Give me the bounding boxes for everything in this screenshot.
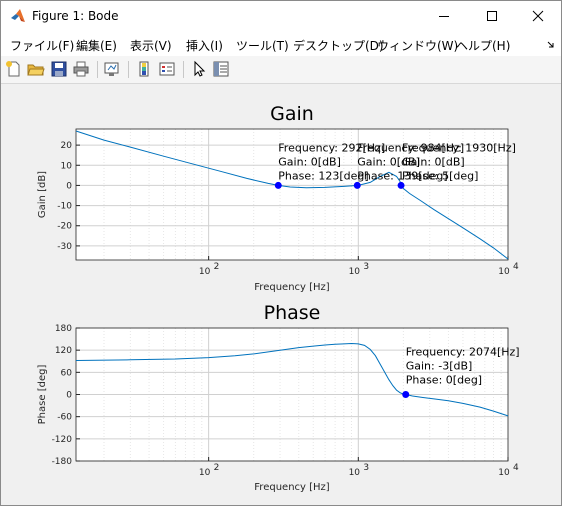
- datatip-marker: [402, 391, 410, 398]
- datatip-text: Frequency: 1930[Hz]: [402, 141, 516, 154]
- datatip-text: Phase: 0[deg]: [406, 374, 482, 387]
- minimize-icon: [439, 16, 449, 17]
- y-tick-label: 0: [66, 181, 72, 191]
- toolbar-separator: [128, 61, 129, 78]
- x-tick-label: 10: [498, 468, 510, 478]
- close-icon: [532, 10, 544, 22]
- datatip-text: Gain: 0[dB]: [278, 155, 341, 168]
- save-icon[interactable]: [50, 60, 68, 78]
- y-tick-label: -180: [52, 457, 73, 467]
- close-button[interactable]: [515, 1, 561, 32]
- x-tick-exponent: 2: [214, 262, 220, 272]
- menu-help[interactable]: ヘルプ(H): [456, 39, 511, 53]
- axes-title: Phase: [264, 302, 321, 324]
- minimize-button[interactable]: [421, 1, 467, 32]
- datatip-marker: [274, 181, 282, 189]
- x-tick-label: 10: [349, 468, 361, 478]
- datatip-text: Gain: 0[dB]: [357, 155, 420, 168]
- y-tick-label: -60: [57, 413, 72, 423]
- datatip-marker: [353, 181, 361, 189]
- menu-view[interactable]: 表示(V): [130, 39, 172, 53]
- x-tick-label: 10: [199, 267, 211, 277]
- insert-legend-icon[interactable]: [158, 60, 176, 78]
- y-tick-label: 10: [61, 161, 73, 171]
- x-tick-exponent: 3: [363, 262, 369, 272]
- datatip-text: Phase: 123[deg]: [278, 169, 368, 182]
- toolbar-separator: [97, 61, 98, 78]
- menu-desktop[interactable]: デスクトップ(D): [293, 39, 384, 53]
- x-tick-exponent: 4: [513, 463, 519, 473]
- menu-window[interactable]: ウィンドウ(W): [377, 39, 459, 53]
- maximize-button[interactable]: [469, 1, 515, 32]
- dock-arrow-icon[interactable]: [547, 41, 555, 49]
- menu-file[interactable]: ファイル(F): [10, 39, 75, 53]
- toolbar: [1, 56, 561, 84]
- open-file-icon[interactable]: [27, 60, 45, 78]
- y-tick-label: 0: [66, 391, 72, 401]
- y-axis-label: Gain [dB]: [37, 171, 48, 218]
- y-tick-label: -120: [52, 435, 73, 445]
- x-tick-exponent: 3: [363, 463, 369, 473]
- datatip-text: Frequency: 984[Hz]: [357, 141, 464, 154]
- menu-bar: ファイル(F) 編集(E) 表示(V) 挿入(I) ツール(T) デスクトップ(…: [1, 32, 561, 56]
- axes-box: [75, 128, 509, 261]
- x-tick-exponent: 2: [214, 463, 220, 473]
- x-axis-label: Frequency [Hz]: [254, 282, 330, 293]
- datatip-text: Phase: 139[deg]: [357, 169, 447, 182]
- toolbar-separator: [183, 61, 184, 78]
- y-tick-label: -20: [57, 222, 72, 232]
- datatip-text: Frequency: 292[Hz]: [278, 141, 385, 154]
- datatip-text: Gain: 0[dB]: [402, 155, 465, 168]
- axes-title: Gain: [270, 103, 314, 125]
- menu-insert[interactable]: 挿入(I): [186, 39, 223, 53]
- maximize-icon: [487, 11, 497, 21]
- y-axis-label: Phase [deg]: [37, 365, 48, 425]
- menu-edit[interactable]: 編集(E): [76, 39, 117, 53]
- print-icon[interactable]: [72, 60, 90, 78]
- edit-plot-arrow-icon[interactable]: [190, 60, 208, 78]
- x-tick-label: 10: [349, 267, 361, 277]
- series-line: [75, 130, 509, 260]
- y-tick-label: 120: [55, 346, 72, 356]
- series-line: [75, 342, 509, 417]
- x-tick-exponent: 4: [513, 262, 519, 272]
- y-tick-label: 180: [55, 324, 72, 334]
- insert-colorbar-icon[interactable]: [135, 60, 153, 78]
- menu-tools[interactable]: ツール(T): [236, 39, 289, 53]
- y-tick-label: 60: [61, 368, 73, 378]
- x-axis-label: Frequency [Hz]: [254, 482, 330, 493]
- matlab-logo-icon: [11, 9, 25, 22]
- datatip-marker: [397, 181, 405, 189]
- datatip-text: Frequency: 2074[Hz]: [406, 346, 520, 359]
- datatip-text: Gain: -3[dB]: [406, 360, 473, 373]
- window-title: Figure 1: Bode: [32, 9, 119, 23]
- figure-canvas[interactable]: 20 10 0 -10 -20 -30 10 2 10 3 10 4 Gain Frequency [Hz…: [1, 84, 561, 505]
- y-tick-label: -10: [57, 202, 72, 212]
- x-tick-label: 10: [199, 468, 211, 478]
- x-tick-label: 10: [498, 267, 510, 277]
- datatip-text: Phase: 5[deg]: [402, 169, 478, 182]
- property-inspector-icon[interactable]: [212, 60, 230, 78]
- new-figure-icon[interactable]: [5, 60, 23, 78]
- y-tick-label: 20: [61, 141, 73, 151]
- link-plot-icon[interactable]: [103, 60, 121, 78]
- title-bar[interactable]: Figure 1: Bode: [1, 1, 561, 32]
- axes-background: [76, 129, 508, 260]
- y-tick-label: -30: [57, 242, 72, 252]
